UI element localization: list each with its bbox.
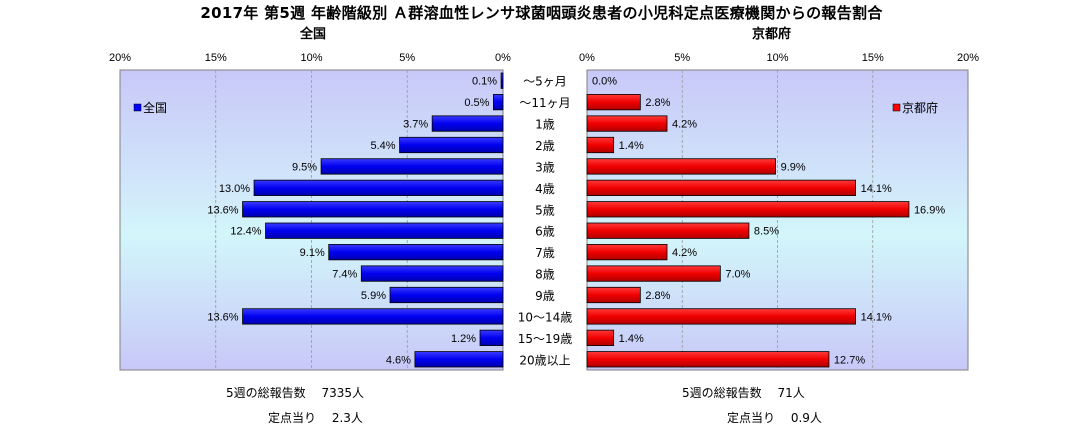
left-bar xyxy=(320,158,504,175)
left-bar xyxy=(493,94,504,111)
left-data-label: 0.1% xyxy=(472,76,497,88)
left-data-label: 12.4% xyxy=(230,226,261,238)
right-panel-title: 京都府 xyxy=(752,27,792,42)
left-bar xyxy=(265,222,504,239)
right-data-label: 8.5% xyxy=(754,226,779,238)
right-data-label: 14.1% xyxy=(861,183,892,195)
left-data-label: 5.4% xyxy=(371,140,396,152)
right-bar xyxy=(586,351,830,368)
left-tick-label: 20% xyxy=(109,52,131,64)
right-data-label: 7.0% xyxy=(725,269,750,281)
left-bar xyxy=(500,72,504,89)
right-per-sentinel: 定点当り 0.9人 xyxy=(727,411,822,425)
right-bar xyxy=(586,115,668,132)
left-tick-label: 10% xyxy=(300,52,322,64)
category-labels: ～5ヶ月 ～11ヶ月 1歳 2歳 3歳 4歳 5歳 6歳 7歳 8歳 9歳 10～14歳 15～19歳 2… xyxy=(518,75,573,368)
category-label: 9歳 xyxy=(535,289,555,303)
left-tick-label: 5% xyxy=(399,52,415,64)
left-bar xyxy=(479,329,504,346)
left-data-label: 4.6% xyxy=(386,354,411,366)
left-bar xyxy=(399,136,504,154)
category-label: 10～14歳 xyxy=(518,310,573,324)
left-panel-title: 全国 xyxy=(300,27,327,42)
right-bar xyxy=(586,222,750,239)
right-data-label: 4.2% xyxy=(672,247,697,259)
right-bar xyxy=(586,244,668,261)
right-data-label: 12.7% xyxy=(834,354,865,366)
category-label: ～11ヶ月 xyxy=(519,96,570,110)
right-tick-label: 5% xyxy=(674,52,690,64)
left-data-label: 5.9% xyxy=(361,290,386,302)
left-bar xyxy=(414,351,504,368)
left-tick-label: 15% xyxy=(205,52,227,64)
right-plot-area: 0% 5% 10% 15% 20%0.0%2.8%4.2%1.4%9.9%14.1%16… xyxy=(579,52,979,371)
right-data-label: 4.2% xyxy=(672,119,697,131)
right-data-label: 14.1% xyxy=(861,311,892,323)
left-data-label: 13.6% xyxy=(207,204,238,216)
left-total-reports: 5週の総報告数 7335人 xyxy=(226,386,364,400)
right-data-label: 1.4% xyxy=(619,333,644,345)
left-bar xyxy=(431,115,504,132)
left-bar xyxy=(389,286,504,304)
left-bar xyxy=(242,201,504,218)
left-tick-label: 0% xyxy=(495,52,511,64)
category-label: 8歳 xyxy=(535,268,555,282)
left-legend-label: 全国 xyxy=(143,100,167,115)
right-data-label: 9.9% xyxy=(781,161,806,173)
left-bar xyxy=(328,244,504,261)
category-label: 3歳 xyxy=(535,160,555,174)
left-data-label: 9.1% xyxy=(300,247,325,259)
category-label: ～5ヶ月 xyxy=(523,75,567,89)
left-per-sentinel: 定点当り 2.3人 xyxy=(268,411,363,425)
category-label: 2歳 xyxy=(535,139,555,153)
left-data-label: 3.7% xyxy=(403,119,428,131)
right-bar xyxy=(586,329,615,346)
category-label: 1歳 xyxy=(535,118,555,132)
right-tick-label: 0% xyxy=(579,52,595,64)
left-data-label: 13.0% xyxy=(219,183,250,195)
right-bar xyxy=(586,265,721,282)
right-legend-label: 京都府 xyxy=(902,100,938,115)
right-tick-label: 20% xyxy=(957,52,979,64)
left-legend-swatch xyxy=(133,103,142,112)
right-tick-label: 10% xyxy=(766,52,788,64)
left-bar xyxy=(242,308,504,325)
right-data-label: 2.8% xyxy=(645,290,670,302)
category-label: 4歳 xyxy=(535,182,555,196)
right-bar xyxy=(586,286,641,304)
left-data-label: 1.2% xyxy=(451,333,476,345)
left-bar xyxy=(360,265,504,282)
left-data-label: 9.5% xyxy=(292,161,317,173)
right-tick-label: 15% xyxy=(862,52,884,64)
right-data-label: 16.9% xyxy=(914,204,945,216)
right-bar xyxy=(586,136,615,154)
left-data-label: 0.5% xyxy=(464,97,489,109)
right-legend-swatch xyxy=(892,103,901,112)
right-total-reports: 5週の総報告数 71人 xyxy=(682,386,805,400)
category-label: 5歳 xyxy=(535,203,555,217)
right-data-label: 1.4% xyxy=(619,140,644,152)
left-bar xyxy=(253,179,504,196)
page-title: 2017年 第5週 年齢階級別 Ａ群溶血性レンサ球菌咽頭炎患者の小児科定点医療機… xyxy=(200,4,883,22)
category-label: 7歳 xyxy=(535,246,555,260)
category-label: 15～19歳 xyxy=(518,332,573,346)
right-bar xyxy=(586,94,641,111)
right-data-label: 0.0% xyxy=(592,76,617,88)
left-data-label: 7.4% xyxy=(332,269,357,281)
category-label: 20歳以上 xyxy=(519,353,570,367)
category-label: 6歳 xyxy=(535,225,555,239)
right-bar xyxy=(586,158,776,175)
left-data-label: 13.6% xyxy=(207,311,238,323)
right-bar xyxy=(586,201,910,218)
left-plot-area: 20% 15% 10% 5% 0% 0.1% 0.5% 3.7% 5.4% 9.5% 13.0% 13… xyxy=(109,52,511,371)
right-bar xyxy=(586,308,857,325)
right-data-label: 2.8% xyxy=(645,97,670,109)
right-bar xyxy=(586,179,857,196)
